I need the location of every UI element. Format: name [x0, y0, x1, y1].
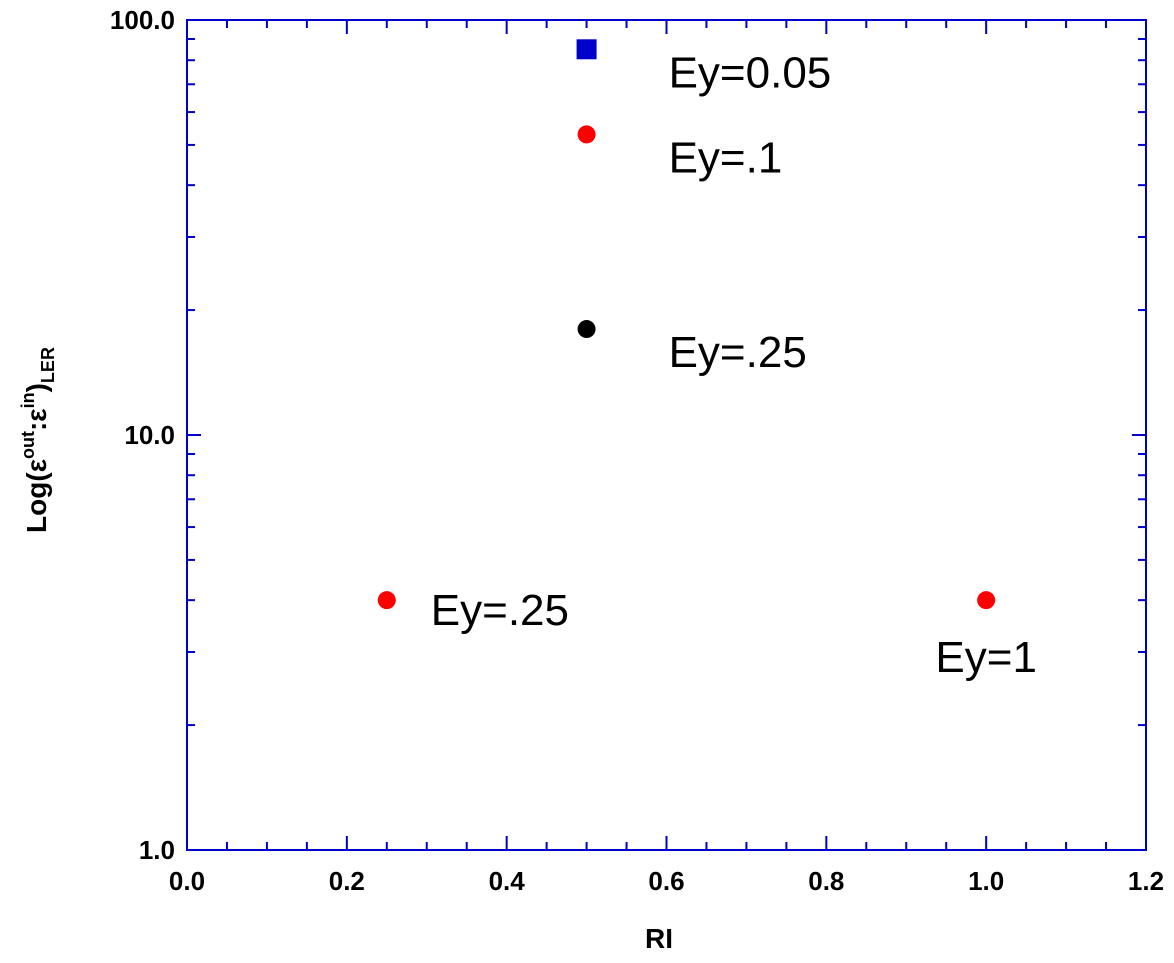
y-axis-title-sub: LER: [38, 347, 58, 383]
y-axis-title: Log(εout:εin)LER: [18, 347, 58, 533]
x-tick-label: 0.0: [169, 866, 205, 896]
x-tick-label: 1.2: [1128, 866, 1164, 896]
x-tick-label: 0.4: [489, 866, 526, 896]
point-label: Ey=.1: [669, 133, 783, 182]
plot-frame: [186, 19, 1147, 851]
plot-frame-group: [186, 19, 1147, 851]
y-axis-title-close: ): [21, 383, 52, 392]
x-tick-label: 0.6: [648, 866, 684, 896]
x-tick-label: 1.0: [968, 866, 1004, 896]
data-point-circle: [577, 320, 596, 339]
x-tick-label: 0.8: [808, 866, 844, 896]
x-axis-title: RI: [645, 923, 673, 954]
point-label: Ey=1: [935, 633, 1037, 682]
point-label: Ey=.25: [431, 586, 569, 635]
point-labels-group: Ey=0.05 Ey=.1 Ey=.25 Ey=.25 Ey=1: [431, 48, 1037, 682]
y-axis-title-sup-in: in: [18, 392, 38, 408]
x-tick-label: 0.2: [329, 866, 365, 896]
y-axis-title-base: Log(ε: [21, 459, 52, 533]
data-point-square: [576, 39, 597, 60]
y-axis-title-sup-out: out: [18, 431, 38, 459]
data-points-group: [377, 39, 996, 610]
point-label: Ey=.25: [669, 328, 807, 377]
tick-labels-group: 0.0 0.2 0.4 0.6 0.8 1.0 1.2 1.0 10.0 100.0: [110, 5, 1164, 896]
y-tick-label: 10.0: [124, 420, 175, 450]
point-label: Ey=0.05: [669, 48, 832, 97]
data-point-circle: [977, 591, 996, 610]
data-point-circle: [577, 125, 596, 144]
axis-ticks-group: [186, 19, 1147, 851]
y-axis-title-mid: :ε: [21, 408, 52, 431]
y-tick-label: 1.0: [139, 835, 175, 865]
y-tick-label: 100.0: [110, 5, 175, 35]
data-point-circle: [377, 591, 396, 610]
